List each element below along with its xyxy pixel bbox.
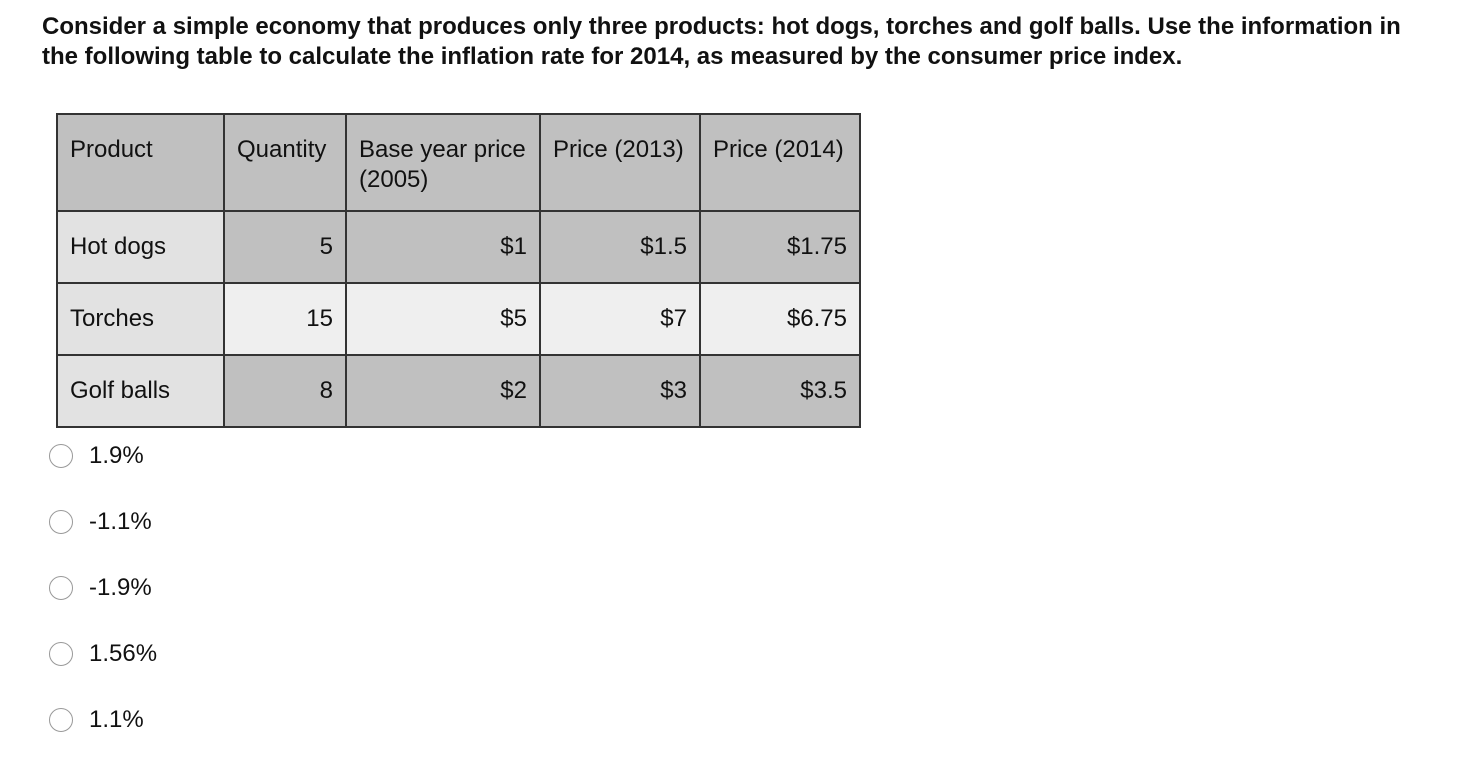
- product-cell: Golf balls: [56, 354, 225, 428]
- option[interactable]: 1.1%: [49, 706, 144, 734]
- header-cell: Quantity: [223, 113, 347, 212]
- table-row: Torches 15 $5 $7 $6.75: [56, 282, 861, 356]
- table-row: Golf balls 8 $2 $3 $3.5: [56, 354, 861, 428]
- table-row: Hot dogs 5 $1 $1.5 $1.75: [56, 210, 861, 284]
- header-cell: Price (2014): [699, 113, 861, 212]
- value-cell: $5: [345, 282, 541, 356]
- value-cell: 8: [223, 354, 347, 428]
- value-cell: $7: [539, 282, 701, 356]
- value-cell: $3: [539, 354, 701, 428]
- option[interactable]: -1.9%: [49, 574, 152, 602]
- option-label: 1.1%: [89, 706, 144, 733]
- option-label: 1.9%: [89, 442, 144, 469]
- value-cell: $1.5: [539, 210, 701, 284]
- radio-button[interactable]: [49, 576, 73, 600]
- value-cell: $6.75: [699, 282, 861, 356]
- header-cell: Product: [56, 113, 225, 212]
- question: Consider a simple economy that produces …: [42, 13, 1401, 70]
- radio-button[interactable]: [49, 708, 73, 732]
- option-label: -1.1%: [89, 508, 152, 535]
- radio-button[interactable]: [49, 642, 73, 666]
- option[interactable]: 1.56%: [49, 640, 157, 668]
- value-cell: 15: [223, 282, 347, 356]
- header-row: Product Quantity Base year price (2005) Pri…: [56, 113, 861, 212]
- header-cell: Price (2013): [539, 113, 701, 212]
- option[interactable]: -1.1%: [49, 508, 152, 536]
- value-cell: $2: [345, 354, 541, 428]
- product-cell: Hot dogs: [56, 210, 225, 284]
- option-label: -1.9%: [89, 574, 152, 601]
- radio-button[interactable]: [49, 444, 73, 468]
- option-label: 1.56%: [89, 640, 158, 667]
- header-cell: Base year price (2005): [345, 113, 541, 212]
- radio-button[interactable]: [49, 510, 73, 534]
- value-cell: $3.5: [699, 354, 861, 428]
- option[interactable]: 1.9%: [49, 442, 144, 470]
- value-cell: $1: [345, 210, 541, 284]
- value-cell: $1.75: [699, 210, 861, 284]
- product-cell: Torches: [56, 282, 225, 356]
- data-table: Product Quantity Base year price (2005) Pri…: [56, 113, 861, 428]
- value-cell: 5: [223, 210, 347, 284]
